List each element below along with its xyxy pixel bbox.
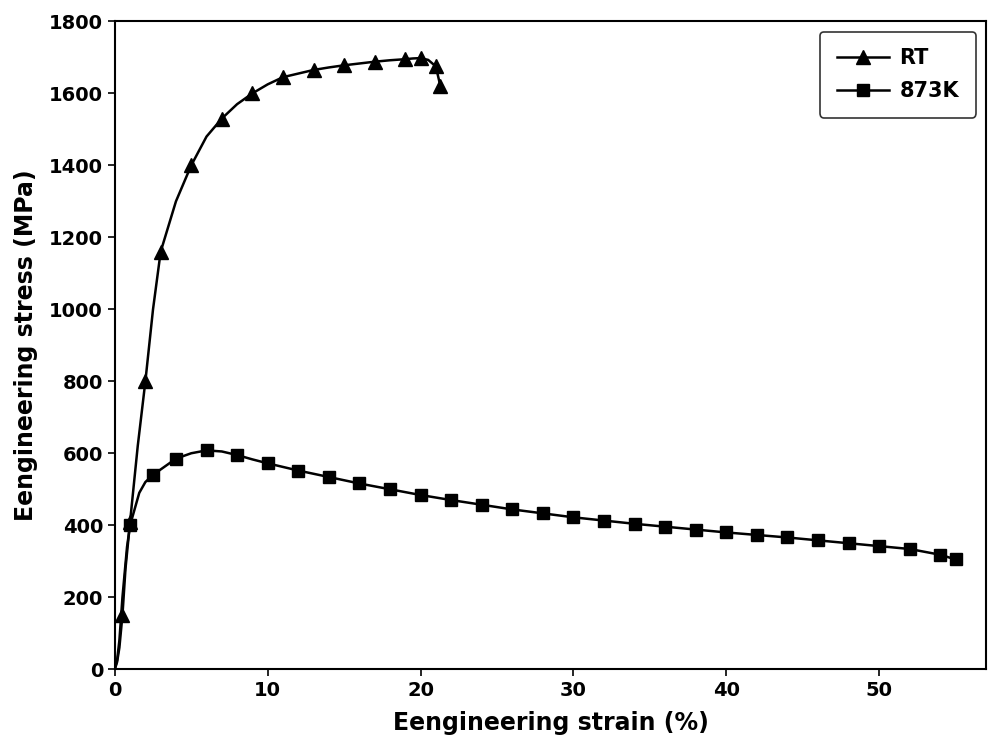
Legend: RT, 873K: RT, 873K [820,31,976,118]
X-axis label: Eengineering strain (%): Eengineering strain (%) [393,711,708,735]
Y-axis label: Eengineering stress (MPa): Eengineering stress (MPa) [14,169,38,521]
